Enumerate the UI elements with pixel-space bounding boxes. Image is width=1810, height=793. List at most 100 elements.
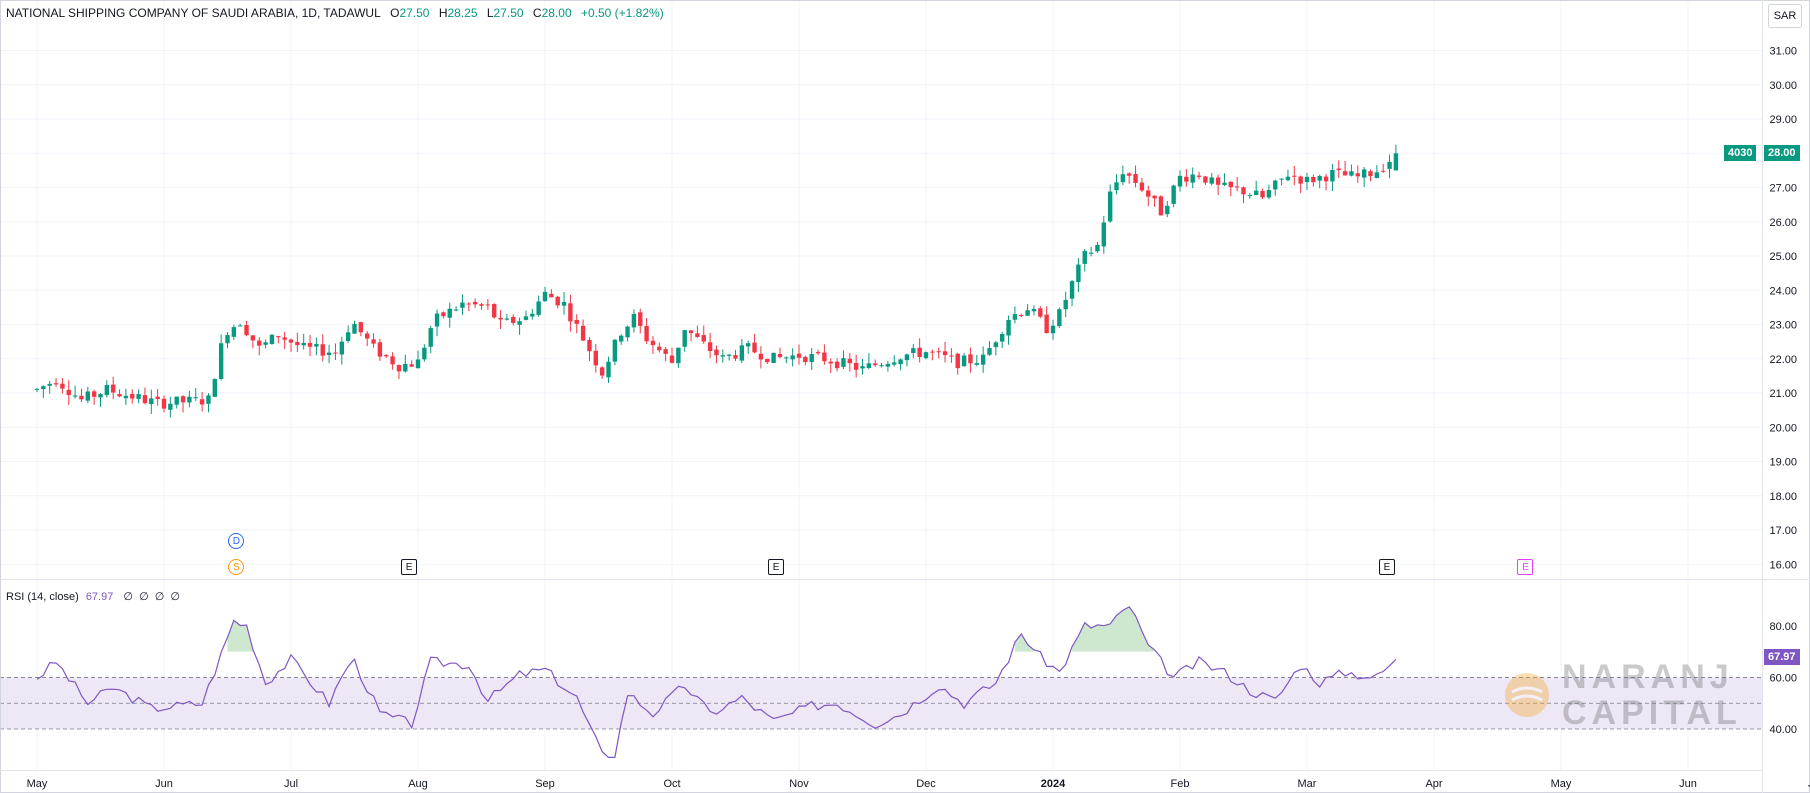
candle-body (409, 364, 414, 367)
candle-body (561, 301, 567, 306)
candle-body (339, 341, 344, 355)
candle-body (631, 313, 637, 328)
candle-body (523, 316, 529, 320)
rsi-overbought-area (227, 620, 253, 652)
candle-body (898, 359, 903, 365)
candle-body (536, 301, 541, 315)
candle-body (377, 342, 383, 357)
candle-body (1393, 153, 1399, 171)
candle-body (1304, 176, 1310, 183)
rsi-extra-1: ∅ (123, 591, 133, 603)
rsi-extra-4: ∅ (170, 591, 180, 603)
candle-body (72, 395, 78, 397)
candle-body (803, 356, 808, 363)
candle-body (663, 349, 668, 354)
symbol-header: NATIONAL SHIPPING COMPANY OF SAUDI ARABI… (6, 6, 670, 20)
candle-body (834, 361, 840, 369)
candle-body (904, 354, 910, 361)
rsi-extra-3: ∅ (154, 591, 165, 603)
candle-body (34, 388, 40, 390)
currency-button[interactable]: SAR (1768, 4, 1802, 28)
time-tick-label: May (27, 778, 48, 790)
candle-body (574, 319, 579, 324)
candle-body (714, 349, 719, 356)
candle-body (111, 384, 116, 393)
candle-body (422, 347, 427, 360)
candle-body (498, 317, 503, 320)
candle-body (1311, 176, 1316, 183)
candle-body (1158, 196, 1164, 216)
candle-body (130, 393, 135, 399)
event-marker-s[interactable]: S (228, 559, 245, 575)
candle-body (1254, 190, 1259, 195)
event-marker-e[interactable]: E (1517, 559, 1534, 575)
time-axis: May Jun Jul Aug Sep Oct Nov Dec 2024 Feb Mar Apr May… (27, 778, 1810, 790)
candle-body (1171, 185, 1176, 204)
symbol-title[interactable]: NATIONAL SHIPPING COMPANY OF SAUDI ARABI… (6, 6, 381, 20)
grid-lines (0, 0, 1762, 770)
candle-body (949, 355, 954, 357)
candle-body (1342, 171, 1348, 176)
time-tick-label: Dec (916, 778, 936, 790)
candle-body (1222, 182, 1227, 185)
candle-body (384, 355, 389, 357)
candle-body (1006, 319, 1011, 336)
time-tick-label: Feb (1171, 778, 1190, 790)
candle-body (822, 352, 827, 362)
price-tick-label: 26.00 (1769, 217, 1797, 229)
candle-body (688, 330, 694, 334)
candle-body (733, 355, 738, 359)
close-value: 28.00 (541, 6, 572, 20)
candle-body (1330, 170, 1335, 182)
candle-body (1292, 175, 1297, 177)
candle-body (403, 363, 408, 372)
candle-body (758, 353, 764, 360)
event-marker-e[interactable]: E (768, 559, 785, 575)
candle-body (1107, 191, 1113, 222)
time-tick-label: Aug (408, 778, 428, 790)
candle-body (161, 398, 167, 409)
candle-body (320, 344, 325, 356)
candle-body (1139, 182, 1145, 191)
candle-body (1152, 195, 1157, 199)
candle-body (707, 342, 713, 352)
high-label: H (438, 6, 448, 20)
candle-body (974, 363, 979, 365)
candle-body (961, 355, 967, 367)
candle-body (530, 313, 535, 317)
candle-body (333, 352, 338, 354)
rsi-label[interactable]: RSI (14, close) (6, 591, 79, 603)
candle-body (453, 309, 459, 311)
candle-body (847, 358, 852, 364)
candle-body (777, 353, 783, 358)
candle-body (301, 342, 306, 346)
candle-body (771, 352, 776, 363)
event-marker-e[interactable]: E (1379, 559, 1395, 575)
candle-body (879, 365, 884, 367)
candle-body (142, 395, 148, 404)
close-label: C (532, 6, 542, 20)
event-marker-e[interactable]: E (401, 559, 418, 575)
price-axis: 16.00 17.00 18.00 19.00 20.00 21.00 22.00 23.00… (1769, 46, 1797, 572)
candle-body (993, 342, 999, 348)
candle-body (225, 335, 230, 344)
candle-body (1247, 195, 1253, 197)
candle-body (91, 391, 97, 397)
candle-body (1241, 187, 1246, 195)
candle-body (1203, 176, 1208, 183)
candle-body (1101, 222, 1106, 247)
candle-body (1076, 264, 1081, 283)
low-value: 27.50 (493, 6, 524, 20)
candle-body (1387, 161, 1392, 169)
candle-body (174, 396, 179, 405)
candle-body (619, 335, 624, 342)
candle-body (345, 332, 351, 342)
change-value: +0.50 (+1.82%) (580, 6, 664, 20)
candle-body (1127, 173, 1132, 176)
candle-body (968, 354, 973, 364)
candle-body (282, 337, 287, 340)
candle-body (434, 313, 440, 327)
candle-body (720, 355, 725, 357)
event-marker-d[interactable]: D (228, 533, 245, 549)
candle-body (682, 330, 687, 347)
